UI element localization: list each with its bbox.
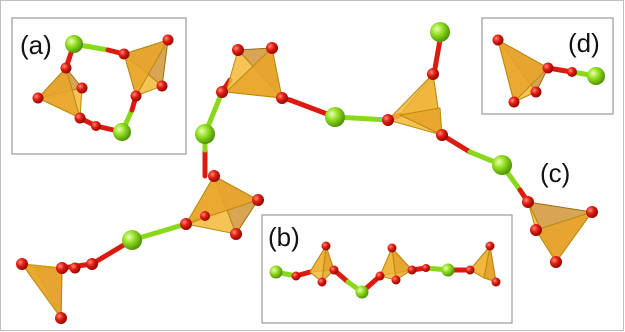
panel-a: (a) bbox=[11, 17, 187, 155]
panel-b-label: (b) bbox=[268, 222, 300, 252]
panel-b: (b) bbox=[261, 214, 513, 324]
panel-a-label: (a) bbox=[20, 30, 52, 60]
panel-d-label: (d) bbox=[568, 28, 600, 58]
panel-c-label: (c) bbox=[540, 158, 570, 188]
panel-c-structure bbox=[16, 22, 598, 324]
panel-d: (d) bbox=[481, 17, 614, 115]
